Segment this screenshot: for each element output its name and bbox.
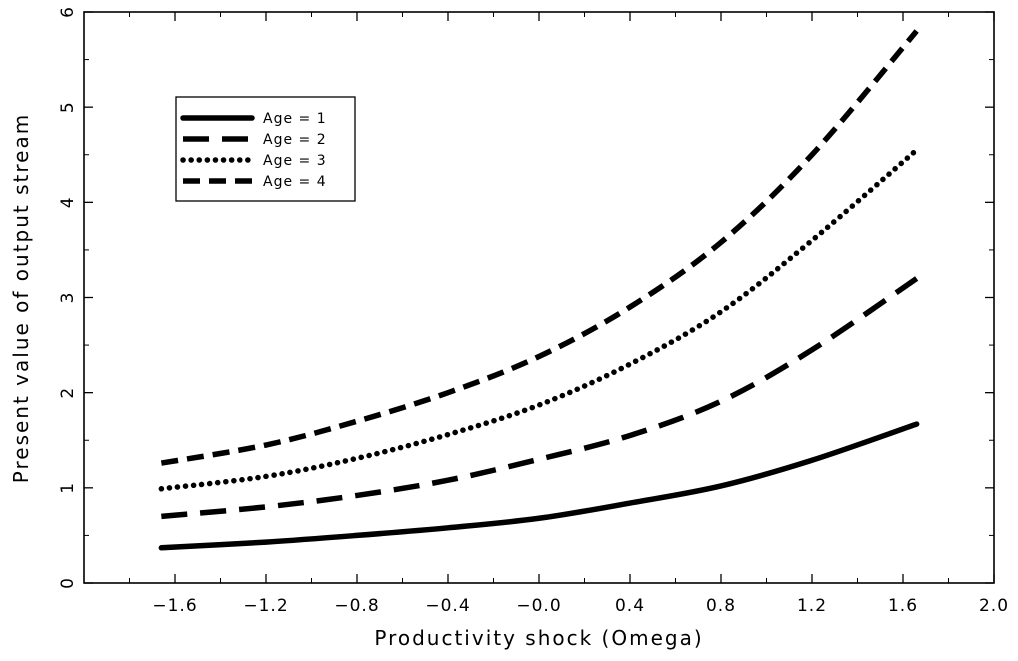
x-tick-label: −0.0 xyxy=(516,596,561,616)
x-tick-label: −0.4 xyxy=(425,596,470,616)
y-tick-label: 5 xyxy=(58,101,78,113)
y-axis: 0 1 2 3 4 5 6 xyxy=(58,6,994,589)
series-line-age-2 xyxy=(161,276,919,520)
legend-box xyxy=(175,96,356,202)
legend-label: Age = 1 xyxy=(263,111,327,127)
legend-label: Age = 4 xyxy=(263,174,327,190)
legend-label: Age = 2 xyxy=(263,132,327,148)
legend-label: Age = 3 xyxy=(263,153,327,169)
x-tick-label: −1.2 xyxy=(243,596,288,616)
series-line-age-3 xyxy=(158,147,920,492)
x-axis-title: Productivity shock (Omega) xyxy=(374,626,703,650)
series-lines xyxy=(158,29,920,551)
y-tick-label: 6 xyxy=(58,6,78,18)
y-tick-label: 2 xyxy=(58,387,78,399)
x-tick-label: 0.4 xyxy=(615,596,645,616)
x-tick-label: 0.8 xyxy=(706,596,736,616)
series-line-age-1 xyxy=(158,421,920,551)
y-tick-label: 3 xyxy=(58,292,78,304)
y-axis-title: Present value of output stream xyxy=(9,113,33,483)
x-tick-label: −0.8 xyxy=(334,596,379,616)
legend: Age = 1 Age = 2 Age = 3 Age = 4 xyxy=(175,96,356,202)
y-tick-label: 4 xyxy=(58,196,78,208)
x-tick-label: −1.6 xyxy=(152,596,197,616)
x-tick-label: 1.2 xyxy=(797,596,827,616)
x-tick-label: 1.6 xyxy=(888,596,918,616)
y-tick-label: 0 xyxy=(58,577,78,589)
x-tick-label: 2.0 xyxy=(979,596,1009,616)
y-tick-label: 1 xyxy=(58,482,78,494)
series-line-age-4 xyxy=(160,29,919,466)
x-axis: −1.6 −1.2 −0.8 −0.4 −0.0 0.4 0.8 1.2 1.6 2.0 xyxy=(129,12,1009,616)
